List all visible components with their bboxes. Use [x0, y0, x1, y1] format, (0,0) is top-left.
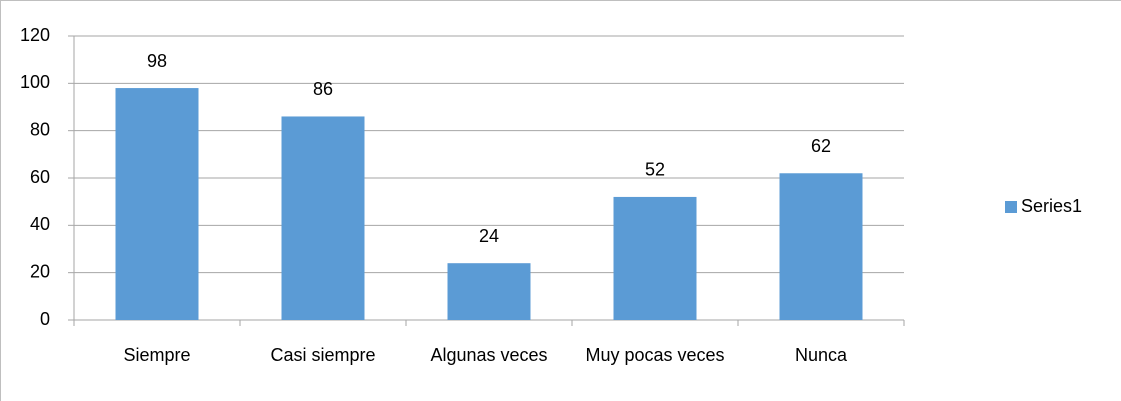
x-tick-label: Algunas veces: [430, 345, 548, 365]
bar: [613, 196, 697, 320]
y-tick-label: 20: [30, 261, 50, 281]
x-tick-label: Casi siempre: [270, 345, 376, 365]
y-tick-label: 60: [30, 167, 50, 187]
y-tick-label: 100: [20, 72, 50, 92]
data-label: 24: [479, 226, 499, 246]
data-label: 86: [313, 79, 333, 99]
y-tick-label: 120: [20, 25, 50, 45]
legend-label: Series1: [1021, 196, 1082, 216]
bar: [281, 116, 365, 320]
x-tick-label: Siempre: [123, 345, 191, 365]
data-label: 98: [147, 51, 167, 71]
bar: [779, 173, 863, 320]
data-label: 52: [645, 160, 665, 180]
y-tick-label: 80: [30, 119, 50, 139]
x-tick-label: Nunca: [794, 345, 848, 365]
data-label: 62: [811, 136, 831, 156]
bar: [115, 88, 199, 320]
bar: [447, 263, 531, 320]
legend-swatch: [1005, 201, 1017, 213]
y-tick-label: 40: [30, 214, 50, 234]
x-tick-label: Muy pocas veces: [585, 345, 725, 365]
y-tick-label: 0: [40, 309, 50, 329]
